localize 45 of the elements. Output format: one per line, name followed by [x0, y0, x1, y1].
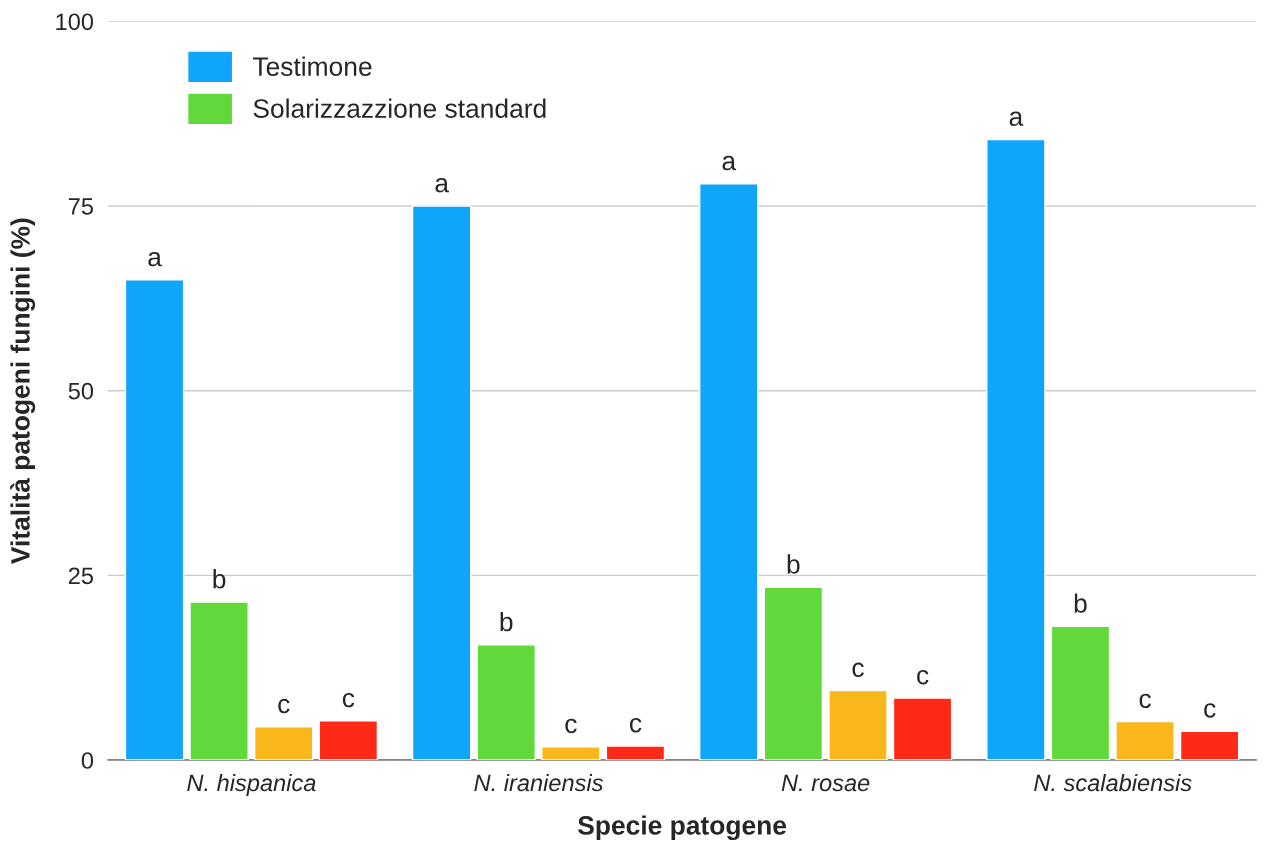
data-label: a	[435, 178, 449, 193]
y-tick-label: 75	[68, 198, 93, 215]
y-tick-label: 50	[68, 382, 94, 400]
bar	[605, 745, 666, 761]
data-label: a	[722, 155, 737, 171]
bar	[1115, 720, 1175, 761]
data-label: c	[629, 718, 642, 733]
data-label: c	[565, 718, 577, 734]
data-label: c	[917, 670, 929, 685]
bar	[1050, 625, 1111, 761]
legend-label: Testimone	[252, 56, 372, 76]
bar	[986, 138, 1046, 761]
y-tick-label: 0	[81, 752, 94, 769]
bar	[253, 726, 314, 761]
data-label: b	[213, 569, 226, 589]
data-label: a	[1009, 111, 1024, 126]
x-tick-label: N. rosae	[781, 774, 870, 792]
bar	[189, 601, 249, 761]
data-label: c	[1204, 703, 1216, 718]
x-axis-title: Specie patogene	[578, 815, 787, 841]
bar	[1179, 730, 1240, 761]
data-label: c	[1139, 693, 1151, 709]
bar	[411, 205, 472, 761]
data-label: c	[278, 698, 290, 714]
data-label: c	[342, 692, 355, 708]
bar	[476, 644, 536, 761]
bar	[828, 689, 888, 761]
bar	[124, 279, 185, 761]
x-tick-label: N. scalabiensis	[1034, 773, 1192, 792]
data-label: b	[500, 611, 513, 632]
data-label: a	[148, 251, 162, 267]
x-tick-label: N. hispanica	[187, 773, 316, 796]
data-label: b	[787, 554, 800, 574]
bar	[541, 746, 601, 761]
data-label: b	[1074, 593, 1087, 613]
legend-label: Solarizzazzione standard	[253, 98, 546, 118]
data-label: c	[852, 662, 864, 678]
bar	[892, 697, 953, 761]
bar	[318, 720, 379, 761]
y-tick-label: 25	[68, 567, 93, 585]
y-axis-title: Vitalità patogeni fungini (%)	[10, 218, 36, 564]
bar	[698, 183, 759, 761]
y-tick-label: 100	[56, 13, 94, 31]
bar	[763, 586, 824, 761]
x-tick-label: N. iraniensis	[474, 773, 603, 792]
